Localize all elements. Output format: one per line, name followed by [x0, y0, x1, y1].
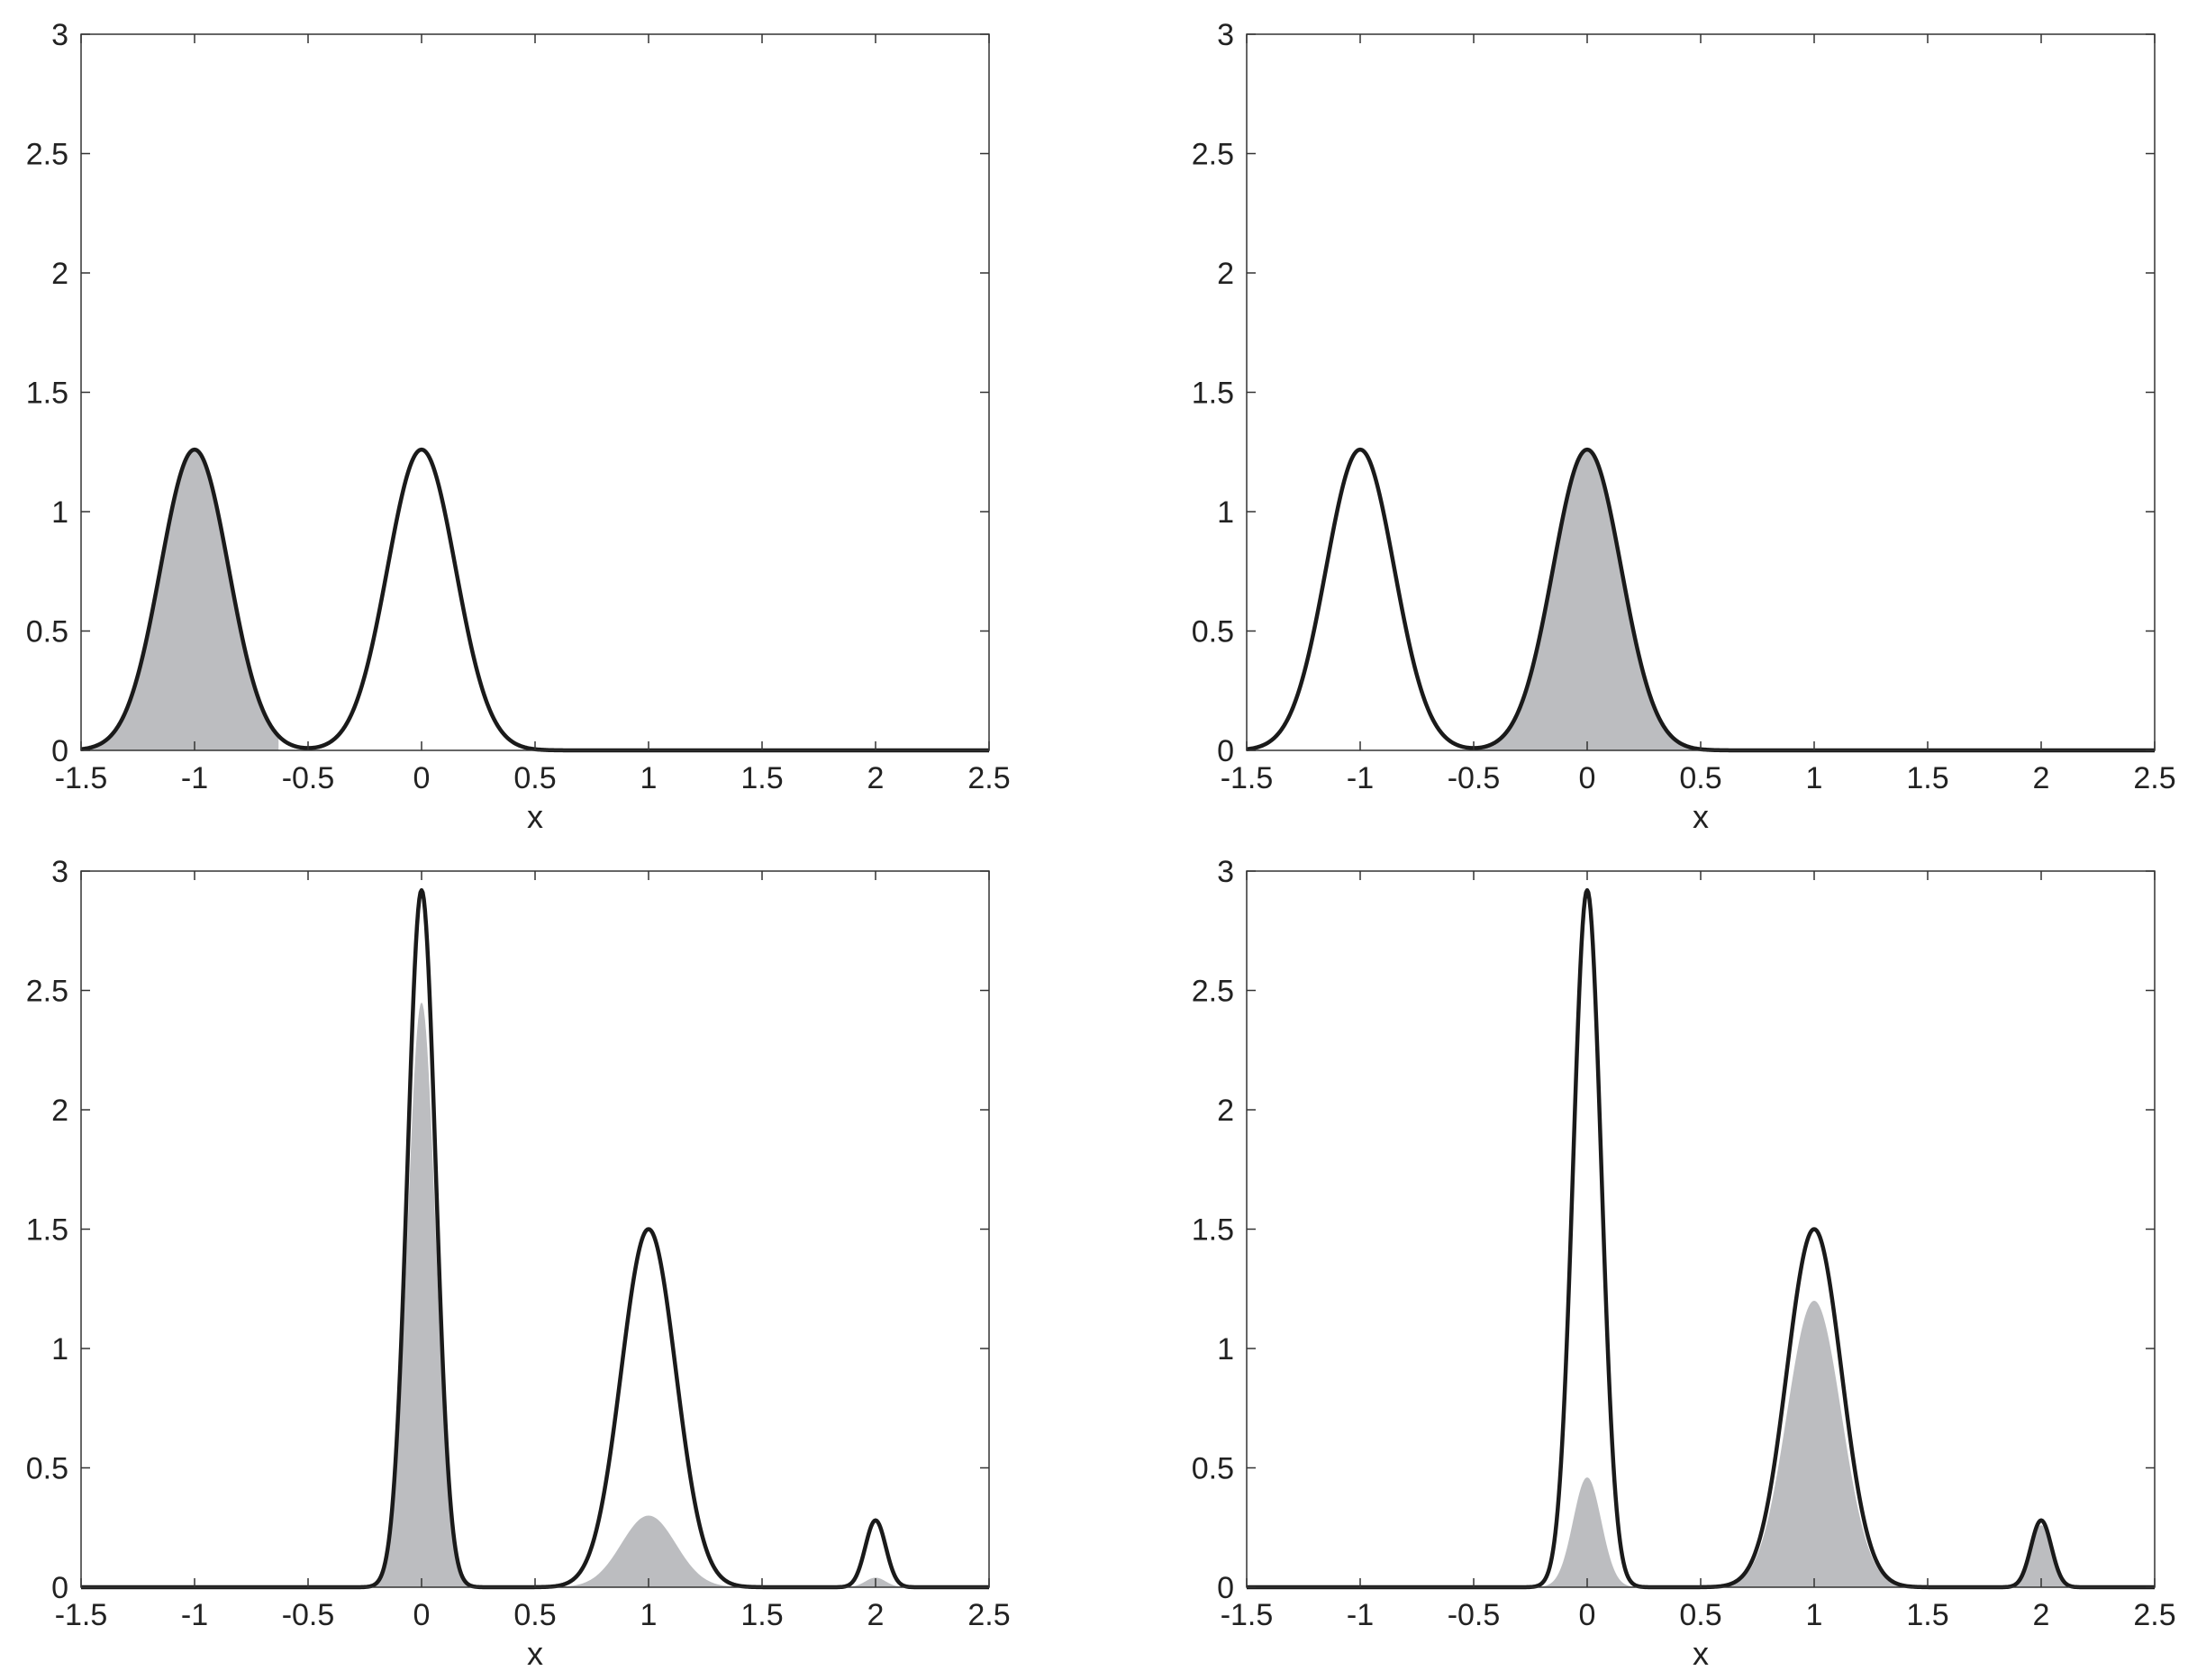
y-tick-label: 1.5: [26, 1213, 68, 1248]
x-tick-label: 1: [640, 761, 658, 795]
x-tick-label: 2.5: [967, 761, 1010, 795]
x-tick-label: -0.5: [1448, 761, 1501, 795]
y-tick-label: 0: [1217, 1571, 1234, 1605]
y-tick-label: 1: [51, 1332, 68, 1367]
y-tick-label: 0.5: [1192, 1452, 1234, 1486]
y-tick-label: 0.5: [26, 615, 68, 649]
x-tick-label: -0.5: [1448, 1598, 1501, 1632]
x-tick-label: -1.5: [1221, 1598, 1274, 1632]
y-tick-label: 2: [1217, 1094, 1234, 1128]
plot-area: [1247, 34, 2155, 750]
y-tick-label: 1.5: [1192, 1213, 1234, 1248]
y-tick-label: 3: [1217, 855, 1234, 889]
y-tick-label: 2.5: [26, 138, 68, 172]
x-axis-label: x: [1693, 798, 1709, 835]
y-tick-label: 1.5: [1192, 377, 1234, 411]
x-tick-label: 0: [413, 761, 431, 795]
x-tick-label: -1.5: [1221, 761, 1274, 795]
x-tick-label: 2.5: [2133, 1598, 2175, 1632]
y-tick-label: 2: [51, 257, 68, 291]
y-tick-label: 2.5: [1192, 138, 1234, 172]
x-axis-label: x: [527, 798, 543, 835]
x-tick-label: 1: [640, 1598, 658, 1632]
y-tick-label: 0.5: [1192, 615, 1234, 649]
x-tick-label: 1.5: [1906, 761, 1948, 795]
x-tick-label: 2: [2033, 761, 2050, 795]
x-axis-label: x: [1693, 1635, 1709, 1672]
x-tick-label: -0.5: [282, 1598, 335, 1632]
y-tick-label: 2.5: [26, 975, 68, 1009]
x-tick-label: -1: [181, 761, 208, 795]
x-tick-label: 1.5: [1906, 1598, 1948, 1632]
x-tick-label: 2: [867, 1598, 885, 1632]
x-tick-label: -1: [1347, 761, 1374, 795]
x-tick-label: 1: [1806, 761, 1823, 795]
y-tick-label: 3: [1217, 18, 1234, 52]
x-tick-label: 0.5: [513, 1598, 556, 1632]
filled-area: [81, 450, 279, 750]
x-tick-label: 0: [1579, 761, 1596, 795]
x-tick-label: 2: [867, 761, 885, 795]
plot-area: [81, 871, 989, 1587]
filled-area: [1474, 450, 1712, 750]
y-tick-label: 1: [1217, 1332, 1234, 1367]
x-tick-label: 0.5: [513, 761, 556, 795]
x-tick-label: -1: [1347, 1598, 1374, 1632]
x-tick-label: 1.5: [740, 1598, 783, 1632]
x-axis-label: x: [527, 1635, 543, 1672]
y-tick-label: 0: [51, 734, 68, 768]
x-tick-label: 1.5: [740, 761, 783, 795]
x-tick-label: 2.5: [967, 1598, 1010, 1632]
y-tick-label: 3: [51, 18, 68, 52]
x-tick-label: 0.5: [1679, 1598, 1721, 1632]
x-tick-label: 1: [1806, 1598, 1823, 1632]
y-tick-label: 2.5: [1192, 975, 1234, 1009]
panel-top-left: -1.5 -1 -0.5 0 0.5 1 1.5 2 2.5 0 0.5 1 1.5 2 2.5 3 x: [26, 18, 1011, 835]
plot-area: [1247, 871, 2155, 1587]
x-tick-label: 0: [413, 1598, 431, 1632]
x-tick-label: -1.5: [55, 761, 108, 795]
y-tick-label: 1.5: [26, 377, 68, 411]
y-tick-label: 0: [1217, 734, 1234, 768]
y-tick-label: 1: [1217, 495, 1234, 530]
y-tick-label: 2: [51, 1094, 68, 1128]
x-tick-label: 0.5: [1679, 761, 1721, 795]
y-tick-label: 3: [51, 855, 68, 889]
y-tick-label: 1: [51, 495, 68, 530]
x-tick-label: 2: [2033, 1598, 2050, 1632]
y-tick-label: 0.5: [26, 1452, 68, 1486]
x-tick-label: -1.5: [55, 1598, 108, 1632]
x-tick-label: 0: [1579, 1598, 1596, 1632]
y-tick-label: 0: [51, 1571, 68, 1605]
x-tick-label: 2.5: [2133, 761, 2175, 795]
panel-bottom-right: -1.5 -1 -0.5 0 0.5 1 1.5 2 2.5 0 0.5 1 1.5 2 2.5 3 x: [1192, 855, 2176, 1672]
panel-top-right: -1.5 -1 -0.5 0 0.5 1 1.5 2 2.5 0 0.5 1 1.5 2 2.5 3 x: [1192, 18, 2176, 835]
x-tick-label: -1: [181, 1598, 208, 1632]
x-tick-label: -0.5: [282, 761, 335, 795]
panel-bottom-left: -1.5 -1 -0.5 0 0.5 1 1.5 2 2.5 0 0.5 1 1.5 2 2.5 3 x: [26, 855, 1011, 1672]
y-tick-label: 2: [1217, 257, 1234, 291]
